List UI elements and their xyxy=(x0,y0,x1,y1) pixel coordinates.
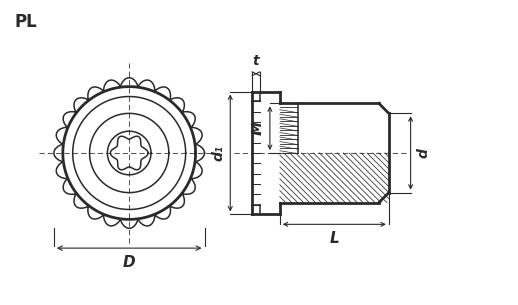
Text: d: d xyxy=(416,148,430,158)
Text: M: M xyxy=(251,121,265,135)
Text: PL: PL xyxy=(15,13,37,31)
Text: t: t xyxy=(253,54,260,68)
Text: L: L xyxy=(329,231,339,246)
Text: D: D xyxy=(123,255,136,270)
Text: d₁: d₁ xyxy=(211,145,225,161)
